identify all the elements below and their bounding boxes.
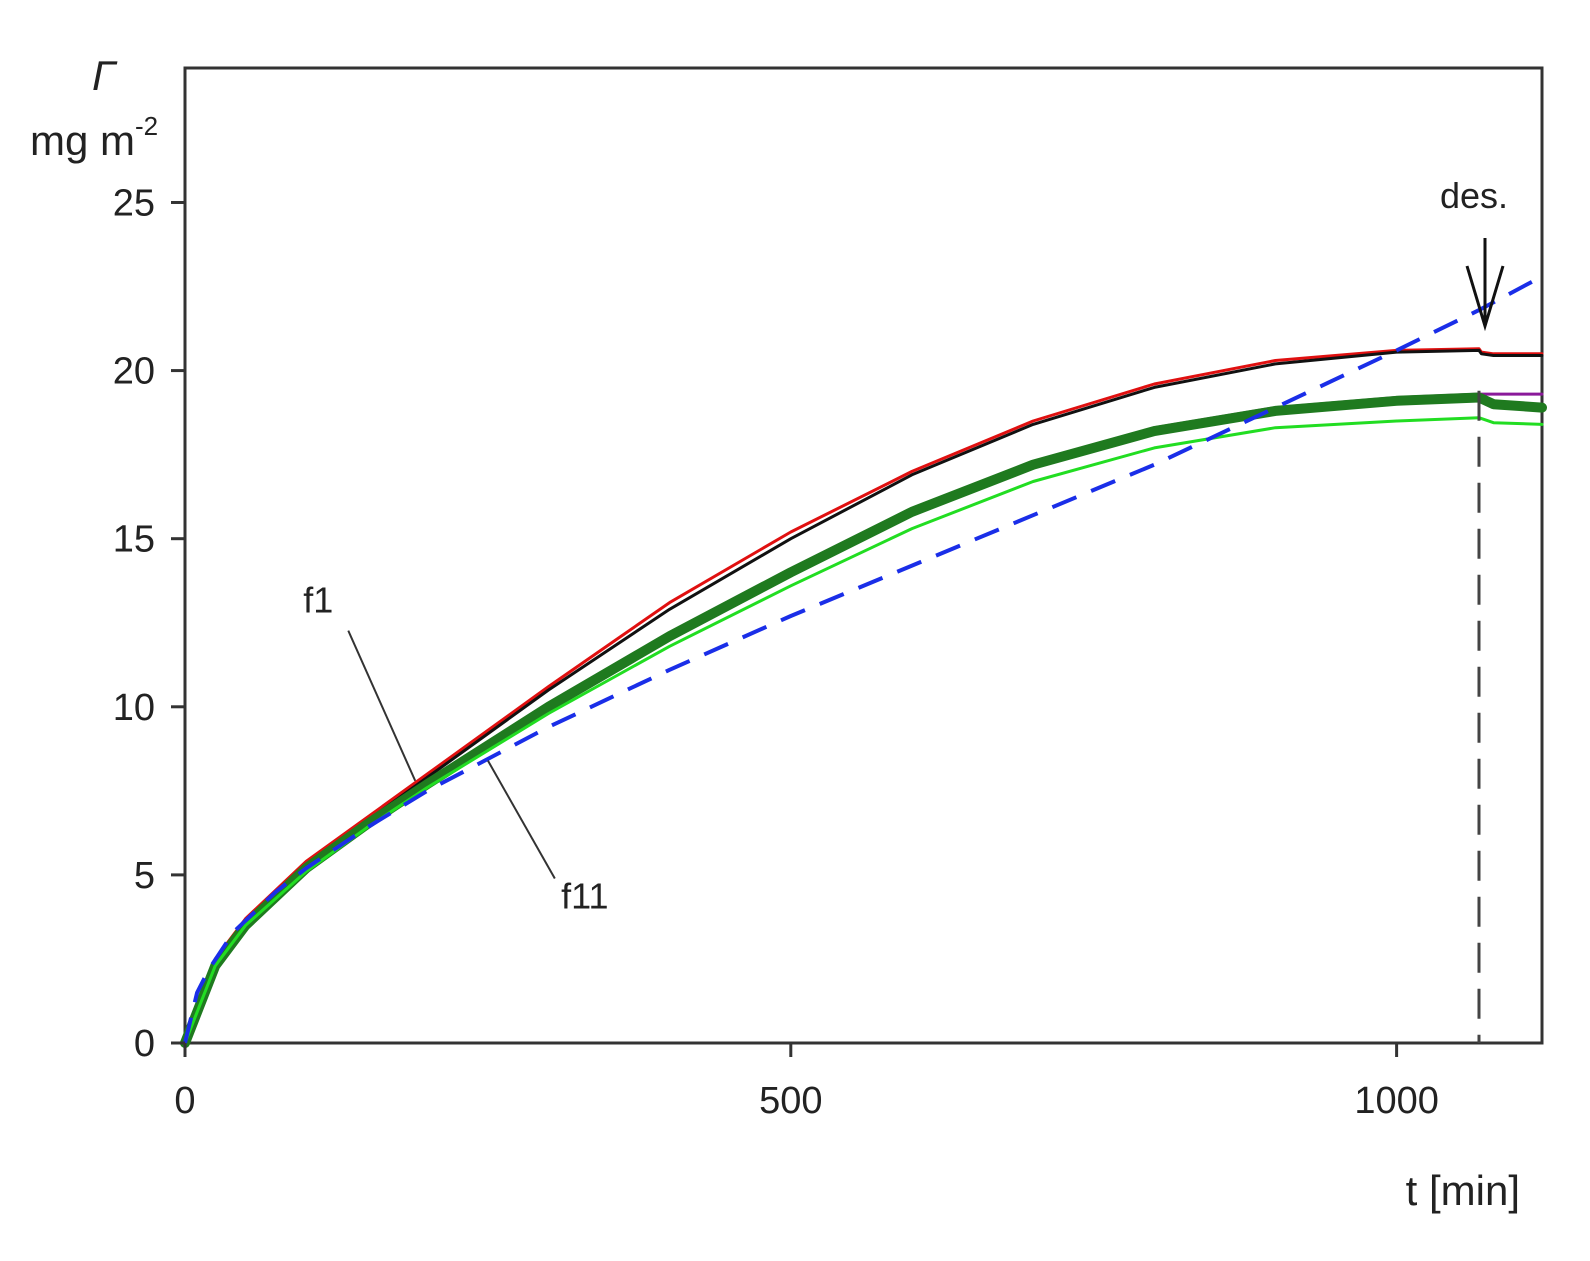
series-line-1 — [183, 347, 1544, 1045]
x-tick-label: 500 — [759, 1080, 822, 1122]
annotation-layer: des. f1 f11 — [303, 175, 1508, 1043]
y-axis-unit-exponent: -2 — [135, 111, 158, 141]
series-line-5 — [183, 416, 1544, 1045]
y-axis-symbol: Γ — [92, 52, 118, 99]
y-tick-label: 0 — [134, 1023, 155, 1065]
curve-label-pointer — [487, 760, 556, 880]
y-tick-label: 15 — [113, 519, 155, 561]
x-tick-label: 0 — [174, 1080, 195, 1122]
series-layer — [180, 274, 1547, 1048]
y-axis-unit-base: mg m — [30, 117, 135, 164]
series-line-2 — [183, 348, 1544, 1045]
x-axis-label: t [min] — [1406, 1167, 1520, 1214]
x-tick-label: 1000 — [1354, 1080, 1439, 1122]
y-tick-label: 10 — [113, 687, 155, 729]
desorption-arrowhead — [1465, 265, 1505, 332]
curve-label-pointer — [347, 630, 417, 782]
curve-label: f11 — [561, 876, 608, 917]
series-line-6 — [183, 274, 1543, 1044]
plot-frame — [183, 66, 1544, 1045]
desorption-label: des. — [1440, 175, 1508, 216]
y-axis-unit: mg m-2 — [30, 111, 158, 164]
axes-layer: 0 500 1000 0 5 10 15 20 25 — [113, 182, 1439, 1122]
y-tick-label: 25 — [113, 182, 155, 224]
curve-label: f1 — [303, 580, 333, 621]
y-tick-label: 5 — [134, 855, 155, 897]
y-tick-label: 20 — [113, 351, 155, 393]
series-line-4 — [180, 392, 1547, 1048]
